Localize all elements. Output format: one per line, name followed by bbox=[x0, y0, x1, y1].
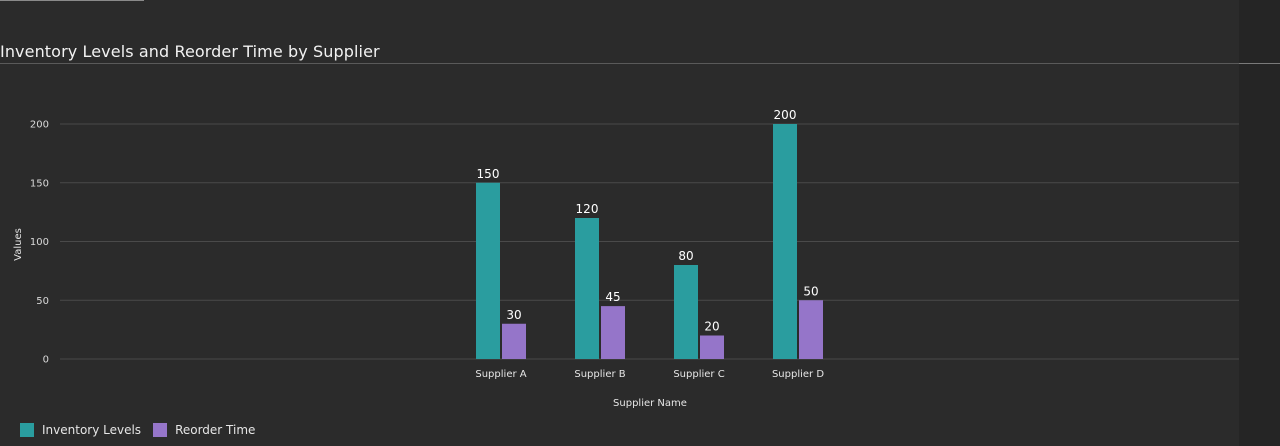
y-tick-label: 0 bbox=[43, 355, 49, 366]
x-tick-label: Supplier D bbox=[772, 369, 824, 380]
y-tick-label: 100 bbox=[30, 237, 49, 248]
bar-reorder-time-supplier-b bbox=[601, 306, 625, 359]
x-axis-title: Supplier Name bbox=[613, 398, 687, 409]
data-label: 20 bbox=[704, 320, 719, 334]
x-tick-label: Supplier A bbox=[475, 369, 526, 380]
top-tab-indicator bbox=[0, 0, 144, 1]
title-divider-extension bbox=[1239, 63, 1280, 64]
bar-reorder-time-supplier-c bbox=[700, 335, 724, 359]
legend-item-reorder-time[interactable]: Reorder Time bbox=[153, 423, 255, 437]
data-label: 30 bbox=[506, 308, 521, 322]
data-label: 150 bbox=[477, 167, 500, 181]
bar-inventory-levels-supplier-d bbox=[773, 124, 797, 359]
data-label: 50 bbox=[803, 284, 818, 298]
y-tick-label: 200 bbox=[30, 120, 49, 131]
bar-reorder-time-supplier-d bbox=[799, 300, 823, 359]
x-tick-label: Supplier B bbox=[574, 369, 625, 380]
legend-label: Inventory Levels bbox=[42, 423, 142, 437]
legend-label: Reorder Time bbox=[175, 423, 256, 437]
data-label: 120 bbox=[576, 202, 599, 216]
legend-swatch bbox=[20, 423, 34, 437]
y-tick-label: 50 bbox=[36, 296, 49, 307]
bar-inventory-levels-supplier-c bbox=[674, 265, 698, 359]
legend-item-inventory-levels[interactable]: Inventory Levels bbox=[20, 423, 141, 437]
data-label: 45 bbox=[605, 290, 620, 304]
y-axis-title: Values bbox=[13, 228, 24, 261]
bar-reorder-time-supplier-a bbox=[502, 323, 526, 359]
title-divider bbox=[0, 63, 1280, 64]
x-tick-label: Supplier C bbox=[673, 369, 724, 380]
chart-legend: Inventory Levels Reorder Time bbox=[20, 423, 267, 437]
chart-title: Inventory Levels and Reorder Time by Sup… bbox=[0, 42, 380, 61]
data-label: 200 bbox=[774, 108, 797, 122]
data-label: 80 bbox=[678, 249, 693, 263]
legend-swatch bbox=[153, 423, 168, 437]
bar-inventory-levels-supplier-b bbox=[575, 218, 599, 359]
y-tick-label: 150 bbox=[30, 178, 49, 189]
chart-panel bbox=[0, 0, 1239, 446]
bar-inventory-levels-supplier-a bbox=[476, 182, 500, 359]
